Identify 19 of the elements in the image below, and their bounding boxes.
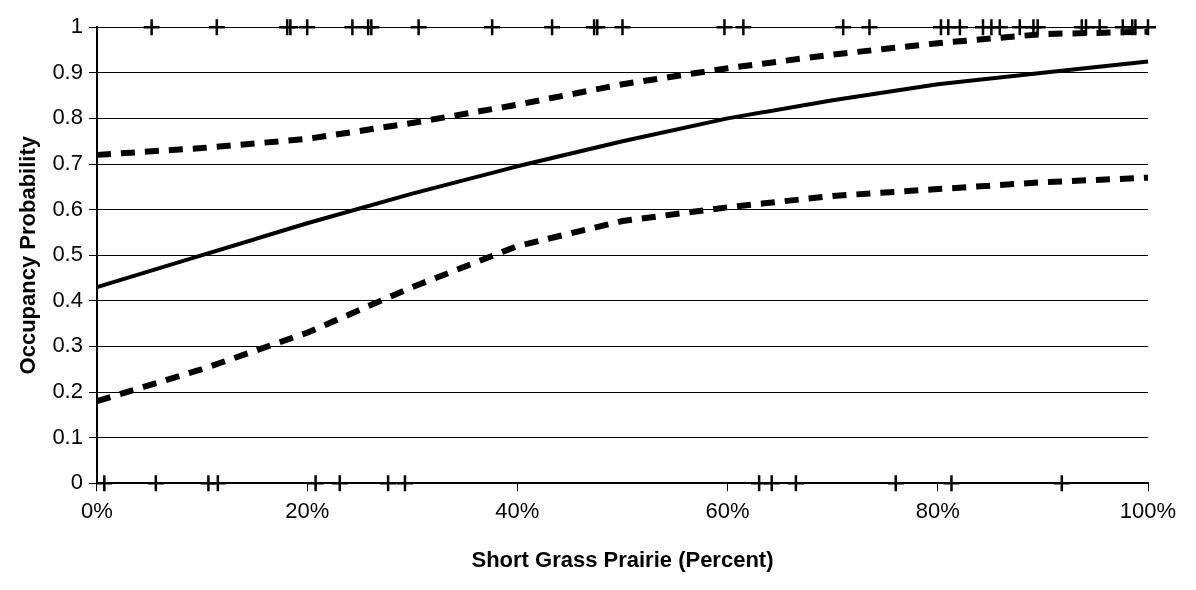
y-tick-label: 0 (70, 469, 83, 495)
x-axis-title: Short Grass Prairie (Percent) (471, 546, 774, 572)
x-tick-label: 60% (705, 498, 750, 524)
y-tick-label: 0.5 (52, 241, 83, 267)
y-tick-label: 0.4 (52, 286, 83, 312)
x-tick-label: 40% (495, 498, 540, 524)
y-axis-title: Occupancy Probability (15, 135, 41, 375)
x-tick-label: 80% (915, 498, 960, 524)
y-tick-label: 0.8 (52, 104, 83, 130)
y-tick-label: 0.2 (52, 378, 83, 404)
y-tick-label: 0.3 (52, 332, 83, 358)
x-tick-label: 0% (81, 498, 113, 524)
y-tick-label: 0.1 (52, 423, 83, 449)
x-tick-label: 20% (285, 498, 330, 524)
y-tick-label: 1 (70, 13, 83, 39)
y-tick-label: 0.7 (52, 150, 83, 176)
y-tick-label: 0.6 (52, 195, 83, 221)
y-tick-label: 0.9 (52, 58, 83, 84)
x-tick-label: 100% (1119, 498, 1177, 524)
